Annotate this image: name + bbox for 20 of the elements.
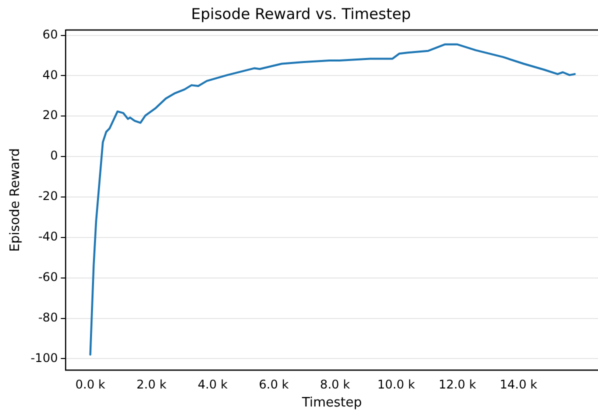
x-tick-label: 6.0 k [258, 377, 289, 392]
x-tick-label: 10.0 k [377, 377, 415, 392]
y-tick-label: -80 [38, 310, 58, 324]
y-tick-label: 20 [42, 108, 58, 122]
y-axis-title: Episode Reward [8, 148, 24, 252]
y-tick-label: -100 [30, 350, 58, 365]
x-tick-label: 12.0 k [438, 377, 476, 392]
y-tick-label: 0 [50, 148, 58, 163]
y-tick-label: -20 [38, 189, 58, 204]
x-tick-label: 8.0 k [320, 377, 350, 392]
x-tick-label: 0.0 k [75, 377, 106, 392]
x-axis-title: Timestep [300, 396, 362, 411]
x-tick-label: 14.0 k [500, 377, 538, 392]
y-tick-label: 40 [42, 68, 58, 82]
y-tick-label: 60 [42, 27, 58, 42]
x-tick-label: 2.0 k [136, 377, 166, 392]
y-tick-label: -40 [38, 230, 58, 244]
chart-title: Episode Reward vs. Timestep [191, 4, 411, 23]
y-tick-label: -60 [38, 270, 58, 284]
x-tick-label: 4.0 k [198, 377, 228, 392]
